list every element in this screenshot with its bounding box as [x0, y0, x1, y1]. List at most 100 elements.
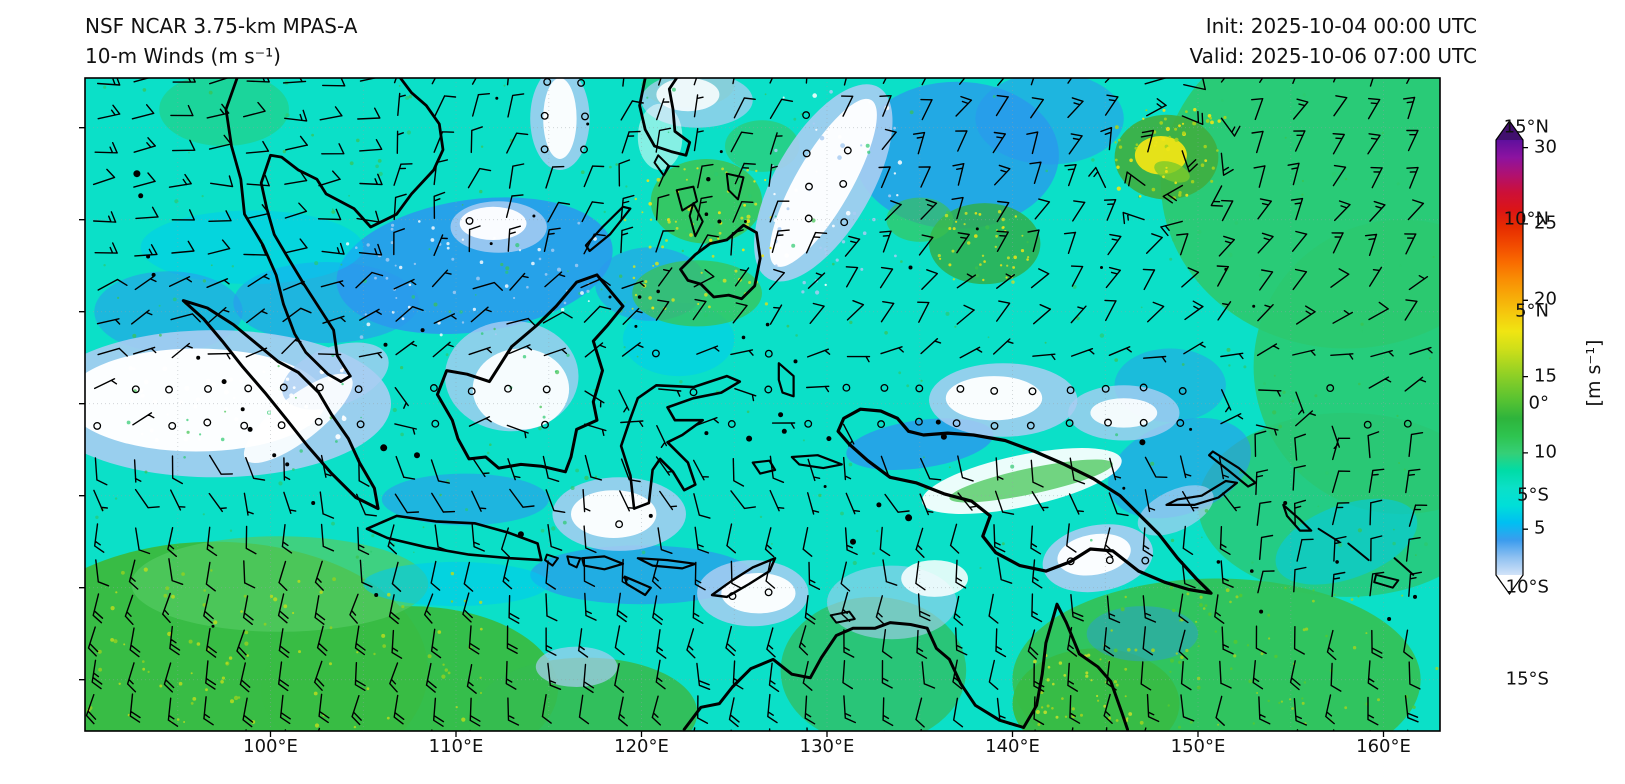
plot-subtitle: 10-m Winds (m s⁻¹) [85, 44, 281, 68]
small-island-dot [221, 379, 227, 385]
coastline-negros [688, 202, 704, 238]
coastline-santa-isabel [1347, 542, 1370, 562]
small-island-dot [608, 295, 612, 299]
small-island-dot [1139, 439, 1146, 446]
small-island-dot [793, 359, 798, 364]
small-island-dot [741, 335, 746, 340]
coastline-melville-island [829, 610, 856, 624]
small-island-dot [285, 462, 290, 467]
wind-speed-field-layer [85, 78, 1440, 731]
coastline-luzon [638, 78, 692, 157]
coastline-bougainville [1282, 503, 1313, 532]
small-island-dot [656, 289, 660, 294]
small-island-dot [311, 501, 316, 505]
small-island-dot [133, 170, 141, 178]
small-island-dot [826, 436, 832, 442]
small-island-dot [704, 431, 709, 436]
colorbar-tick-label: 15 [1534, 365, 1557, 387]
x-tick-label: 140°E [985, 736, 1040, 757]
small-island-dot [272, 453, 277, 458]
axes-frame [84, 77, 1441, 732]
wind-barbs-layer [85, 78, 1433, 731]
coastline-sulawesi [619, 374, 742, 510]
small-island-dot [781, 428, 787, 434]
small-island-dot [908, 265, 913, 270]
x-tick-label: 160°E [1356, 736, 1411, 757]
small-island-dot [489, 242, 493, 246]
coastline-new-guinea [836, 407, 1213, 595]
calm-wind-circles [93, 78, 1412, 601]
small-island-dot [746, 435, 753, 442]
coastline-malaita [1393, 557, 1415, 576]
small-island-dot [380, 444, 388, 452]
plot-title: NSF NCAR 3.75-km MPAS-A [85, 14, 358, 38]
y-tick-label: 5°S [1517, 484, 1549, 506]
colorbar-tick-label: 30 [1534, 136, 1557, 158]
small-island-dot [1122, 486, 1126, 490]
coastline-bali [544, 553, 559, 567]
y-tick-label: 5°N [1515, 300, 1549, 322]
y-tick-label: 15°S [1505, 668, 1549, 690]
small-island-dot [240, 407, 245, 412]
small-island-dot [1335, 560, 1339, 564]
small-island-dot [532, 214, 536, 218]
small-island-dot [637, 295, 642, 299]
y-tick-label: 10°S [1505, 576, 1549, 598]
coastline-buru [751, 459, 777, 475]
small-island-dot [634, 324, 638, 328]
y-tick-label: 15°N [1503, 116, 1549, 138]
colorbar-over-arrow [1496, 121, 1523, 140]
coastline-new-ireland [1208, 450, 1257, 488]
coastline-indochina-malay-peninsula [224, 78, 445, 383]
small-island-dot [704, 212, 709, 216]
small-island-dot [383, 342, 388, 347]
colorbar [1495, 119, 1528, 596]
colorbar-under-arrow [1496, 575, 1523, 594]
colorbar-tick-marks [1523, 146, 1528, 530]
small-island-dot [138, 193, 144, 199]
init-time-label: Init: 2025-10-04 00:00 UTC [1205, 14, 1477, 38]
colorbar-tick-label: 10 [1534, 441, 1557, 463]
x-tick-label: 120°E [614, 736, 669, 757]
colorbar-tick-label: 25 [1534, 212, 1557, 234]
small-island-dot [211, 624, 215, 628]
small-island-dot [1413, 594, 1417, 599]
x-tick-label: 100°E [243, 736, 298, 757]
y-tick-label: 0° [1528, 392, 1549, 414]
small-island-dot [940, 433, 947, 440]
x-tick-label: 130°E [799, 736, 855, 757]
small-island-dot [420, 328, 425, 333]
coastline-borneo [435, 273, 625, 474]
small-island-dot [935, 419, 941, 425]
small-island-dot [765, 322, 770, 327]
small-island-dot [1283, 501, 1288, 505]
small-island-dot [850, 538, 856, 545]
coastline-panay [675, 185, 699, 212]
coastline-sumba [623, 575, 652, 597]
colorbar-unit-label: [m s⁻¹] [1583, 339, 1605, 407]
coastline-timor [710, 557, 777, 599]
coastline-guadalcanal [1373, 573, 1400, 589]
colorbar-tick-label: 20 [1534, 288, 1557, 310]
small-island-dot [1189, 427, 1193, 431]
coastline-java [365, 514, 543, 562]
small-island-dot [1250, 569, 1254, 573]
coastline-lombok [566, 555, 582, 569]
coastline-new-britain [1165, 479, 1239, 506]
small-island-dot [1252, 304, 1256, 308]
small-island-dot [414, 452, 420, 459]
small-island-dot [719, 150, 723, 154]
valid-time-label: Valid: 2025-10-06 07:00 UTC [1189, 44, 1477, 68]
coastline-halmahera [777, 362, 795, 398]
small-island-dot [778, 412, 784, 418]
coastline-seram [790, 454, 843, 470]
small-island-dot [706, 177, 711, 182]
y-tick-label: 10°N [1503, 208, 1549, 230]
coastline-mindanao [679, 223, 762, 301]
small-island-dot [374, 593, 379, 597]
small-island-dot [1100, 266, 1103, 269]
small-island-dot [151, 272, 156, 277]
small-island-dot [196, 355, 201, 360]
coastline-flores [636, 557, 697, 570]
